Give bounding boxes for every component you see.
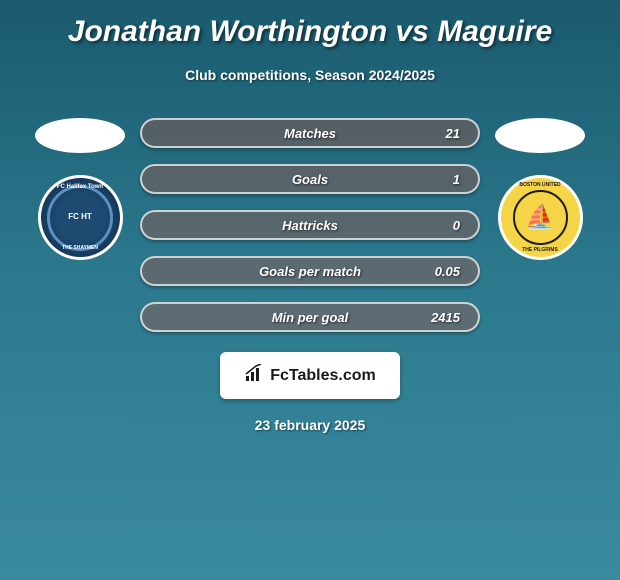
- page-title: Jonathan Worthington vs Maguire: [68, 15, 552, 49]
- right-club-badge: BOSTON UNITED ⛵ THE PILGRIMS: [498, 175, 583, 260]
- stat-right-value: 0.05: [420, 264, 460, 279]
- stat-label: Min per goal: [200, 310, 420, 325]
- date-text: 23 february 2025: [255, 417, 366, 433]
- stat-right-value: 21: [420, 126, 460, 141]
- right-player-column: BOSTON UNITED ⛵ THE PILGRIMS: [480, 118, 600, 260]
- left-badge-abbrev: FC HT: [68, 213, 92, 222]
- stat-label: Hattricks: [200, 218, 420, 233]
- left-avatar-placeholder: [35, 118, 125, 153]
- comparison-card: Jonathan Worthington vs Maguire Club com…: [0, 0, 620, 443]
- right-badge-motto: THE PILGRIMS: [522, 247, 558, 253]
- right-avatar-placeholder: [495, 118, 585, 153]
- stat-label: Matches: [200, 126, 420, 141]
- stat-right-value: 0: [420, 218, 460, 233]
- left-badge-motto: THE SHAYMEN: [62, 245, 98, 251]
- stat-row-goals-per-match: Goals per match 0.05: [140, 256, 480, 286]
- stat-label: Goals: [200, 172, 420, 187]
- right-badge-clubname: BOSTON UNITED: [519, 182, 560, 188]
- stat-right-value: 1: [420, 172, 460, 187]
- stat-label: Goals per match: [200, 264, 420, 279]
- main-area: FC Halifax Town FC HT THE SHAYMEN Matche…: [0, 118, 620, 332]
- stat-row-goals: Goals 1: [140, 164, 480, 194]
- left-player-column: FC Halifax Town FC HT THE SHAYMEN: [20, 118, 140, 260]
- subtitle: Club competitions, Season 2024/2025: [185, 67, 435, 83]
- left-badge-clubname: FC Halifax Town: [57, 184, 103, 190]
- stat-right-value: 2415: [420, 310, 460, 325]
- right-badge-inner: ⛵: [513, 190, 568, 245]
- stat-row-hattricks: Hattricks 0: [140, 210, 480, 240]
- stat-row-min-per-goal: Min per goal 2415: [140, 302, 480, 332]
- stat-row-matches: Matches 21: [140, 118, 480, 148]
- chart-icon: [244, 364, 264, 387]
- stats-column: Matches 21 Goals 1 Hattricks 0 Goals per…: [140, 118, 480, 332]
- source-logo-box: FcTables.com: [220, 352, 400, 399]
- left-club-badge: FC Halifax Town FC HT THE SHAYMEN: [38, 175, 123, 260]
- source-logo-text: FcTables.com: [270, 367, 376, 385]
- ship-icon: ⛵: [525, 203, 555, 232]
